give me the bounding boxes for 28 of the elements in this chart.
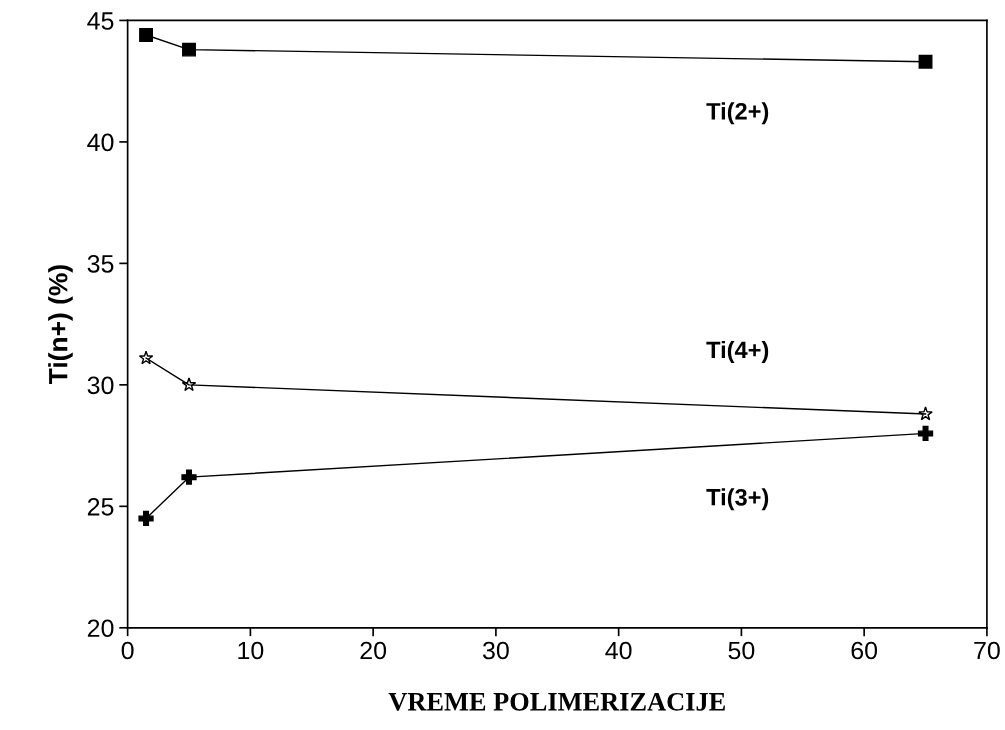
y-tick-label: 35 <box>87 254 114 273</box>
point <box>139 28 153 42</box>
y-tick-label: 45 <box>87 12 114 30</box>
y-tick-label: 30 <box>87 376 114 395</box>
point <box>182 42 196 57</box>
x-axis-title: VREME POLIMERIZACIJE <box>388 692 725 711</box>
x-tick-label: 60 <box>851 641 878 660</box>
x-tick-label: 30 <box>482 641 509 660</box>
series-label: Ti(2+) <box>706 102 769 125</box>
y-tick-label: 20 <box>87 619 114 638</box>
x-tick-label: 50 <box>728 641 755 660</box>
y-tick-label: 40 <box>87 133 114 152</box>
series-label: Ti(4+) <box>706 340 769 363</box>
x-tick-label: 70 <box>974 641 1000 660</box>
point <box>138 350 154 365</box>
x-tick-label: 0 <box>121 641 134 660</box>
point <box>138 510 154 527</box>
point <box>181 469 197 485</box>
x-tick-label: 20 <box>360 641 387 660</box>
x-tick-label: 10 <box>238 641 264 660</box>
point <box>181 377 197 392</box>
point <box>918 406 933 421</box>
y-axis-title: Ti(n+) (%) <box>48 265 73 385</box>
point <box>917 425 934 442</box>
series-label: Ti(3+) <box>706 488 769 511</box>
x-tick-label: 40 <box>605 641 632 660</box>
y-tick-label: 25 <box>87 497 114 516</box>
point <box>918 54 933 69</box>
